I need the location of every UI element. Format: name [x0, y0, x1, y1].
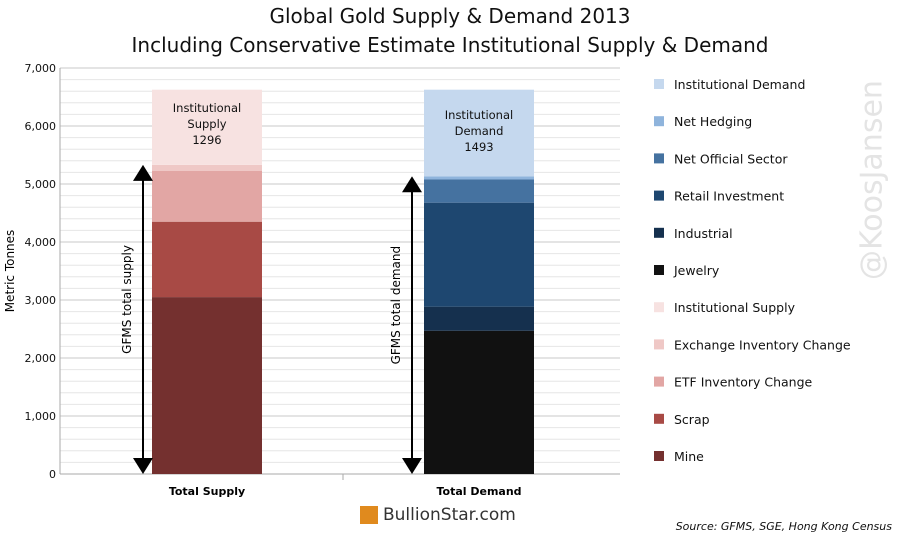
legend-swatch — [654, 116, 664, 127]
legend-swatch — [654, 302, 664, 313]
y-tick-label: 5,000 — [25, 178, 57, 191]
y-tick-label: 6,000 — [25, 120, 57, 133]
legend-swatch — [654, 153, 664, 164]
bar-segment-scrap — [152, 221, 262, 298]
y-tick-label: 3,000 — [25, 294, 57, 307]
bar-segment-etf-inventory-change — [152, 171, 262, 222]
legend-swatch — [654, 339, 664, 350]
y-axis-label: Metric Tonnes — [3, 230, 17, 313]
arrow-label: GFMS total supply — [120, 245, 134, 354]
legend-label: Net Official Sector — [674, 151, 788, 166]
y-tick-label: 2,000 — [25, 352, 57, 365]
title: Global Gold Supply & Demand 2013 — [269, 4, 631, 28]
subtitle: Including Conservative Estimate Institut… — [131, 33, 769, 57]
chart-title: Global Gold Supply & Demand 2013 Includin… — [0, 2, 900, 60]
source-note: Source: GFMS, SGE, Hong Kong Census — [675, 520, 892, 533]
legend-swatch — [654, 79, 664, 89]
y-tick-label: 0 — [49, 468, 56, 481]
legend-label: ETF Inventory Change — [674, 375, 813, 390]
data-label: Supply — [187, 117, 226, 131]
watermark: @KoosJansen — [854, 80, 890, 280]
legend-label: Net Hedging — [674, 114, 752, 129]
legend-label: Industrial — [674, 226, 733, 241]
data-label: 1296 — [192, 133, 221, 147]
bar-segment-mine — [152, 297, 262, 474]
bar-segment-retail-investment — [424, 202, 534, 307]
bar-segment-jewelry — [424, 330, 534, 474]
data-label: 1493 — [464, 140, 493, 154]
legend-swatch — [654, 413, 664, 424]
legend-label: Institutional Demand — [674, 77, 805, 92]
bar-segment-industrial — [424, 306, 534, 331]
bar-segment-net-official-sector — [424, 179, 534, 203]
y-tick-label: 1,000 — [25, 410, 57, 423]
bar-segment-institutional-supply — [152, 89, 262, 165]
y-tick-label: 4,000 — [25, 236, 57, 249]
x-tick-label: Total Supply — [169, 485, 245, 498]
arrow-label: GFMS total demand — [389, 246, 403, 365]
logo-text: BullionStar.com — [383, 505, 516, 525]
logo-icon — [360, 506, 378, 524]
bar-segment-net-hedging — [424, 176, 534, 180]
legend-swatch — [654, 451, 664, 461]
x-tick-label: Total Demand — [436, 485, 521, 498]
bar-segment-exchange-inventory-change — [152, 164, 262, 172]
legend-label: Scrap — [674, 412, 710, 427]
legend-label: Jewelry — [673, 263, 720, 278]
legend-swatch — [654, 376, 664, 387]
legend-label: Mine — [674, 449, 704, 464]
legend-label: Institutional Supply — [674, 300, 796, 315]
legend-swatch — [654, 265, 664, 275]
data-label: Institutional — [173, 101, 241, 115]
legend-swatch — [654, 190, 664, 201]
legend-label: Exchange Inventory Change — [674, 337, 851, 352]
logo: BullionStar.com — [360, 505, 516, 525]
bar-segment-institutional-demand — [424, 89, 534, 177]
legend-label: Retail Investment — [674, 189, 784, 204]
legend-swatch — [654, 227, 664, 238]
data-label: Demand — [455, 124, 504, 138]
y-tick-label: 7,000 — [25, 62, 57, 75]
data-label: Institutional — [445, 108, 513, 122]
